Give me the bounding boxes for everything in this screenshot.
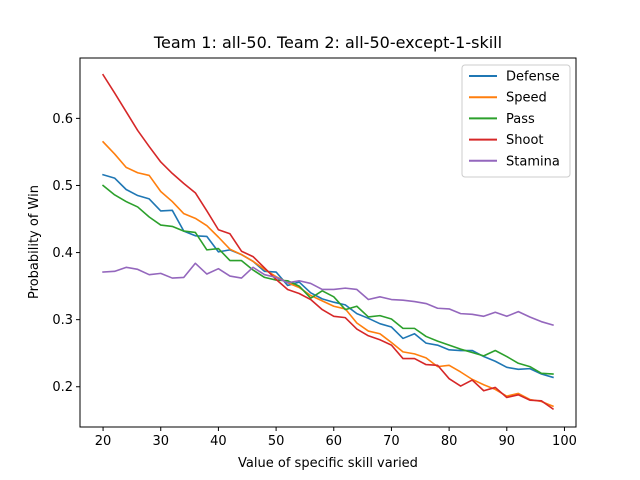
legend-box: [461, 64, 571, 178]
series-line-shoot: [101, 73, 555, 411]
y-tick-label: 0.6: [52, 112, 73, 127]
legend-label-pass: Pass: [506, 112, 535, 127]
x-axis-label: Value of specific skill varied: [238, 456, 418, 471]
series-layer: [101, 73, 555, 411]
x-tick-label: 80: [441, 434, 458, 449]
y-axis: 0.2 0.3 0.4 0.5 0.6: [52, 112, 80, 395]
x-tick-label: 90: [499, 434, 516, 449]
x-tick-label: 40: [210, 434, 227, 449]
x-tick-label: 60: [325, 434, 342, 449]
legend-label-shoot: Shoot: [506, 133, 544, 148]
x-axis: 20 30 40 50 60 70 80 90 100: [95, 427, 577, 449]
chart-title: Team 1: all-50. Team 2: all-50-except-1-…: [153, 33, 502, 52]
x-tick-label: 70: [383, 434, 400, 449]
y-axis-label: Probability of Win: [27, 185, 42, 299]
series-line-stamina: [102, 262, 554, 327]
x-tick-label: 50: [268, 434, 285, 449]
y-tick-label: 0.4: [52, 246, 73, 261]
legend-label-defense: Defense: [506, 70, 560, 85]
series-line-defense: [102, 173, 554, 379]
plot-area-frame: [79, 57, 577, 428]
x-tick-label: 20: [95, 434, 112, 449]
legend-label-stamina: Stamina: [506, 154, 560, 169]
y-tick-label: 0.3: [52, 313, 73, 328]
series-line-pass: [101, 184, 554, 375]
series-line-speed: [101, 140, 554, 408]
legend: Defense Speed Pass Shoot Stamina: [461, 64, 571, 178]
x-tick-label: 30: [152, 434, 169, 449]
y-tick-label: 0.2: [52, 380, 73, 395]
legend-label-speed: Speed: [506, 91, 547, 106]
x-tick-label: 100: [552, 434, 577, 449]
y-tick-label: 0.5: [52, 179, 73, 194]
